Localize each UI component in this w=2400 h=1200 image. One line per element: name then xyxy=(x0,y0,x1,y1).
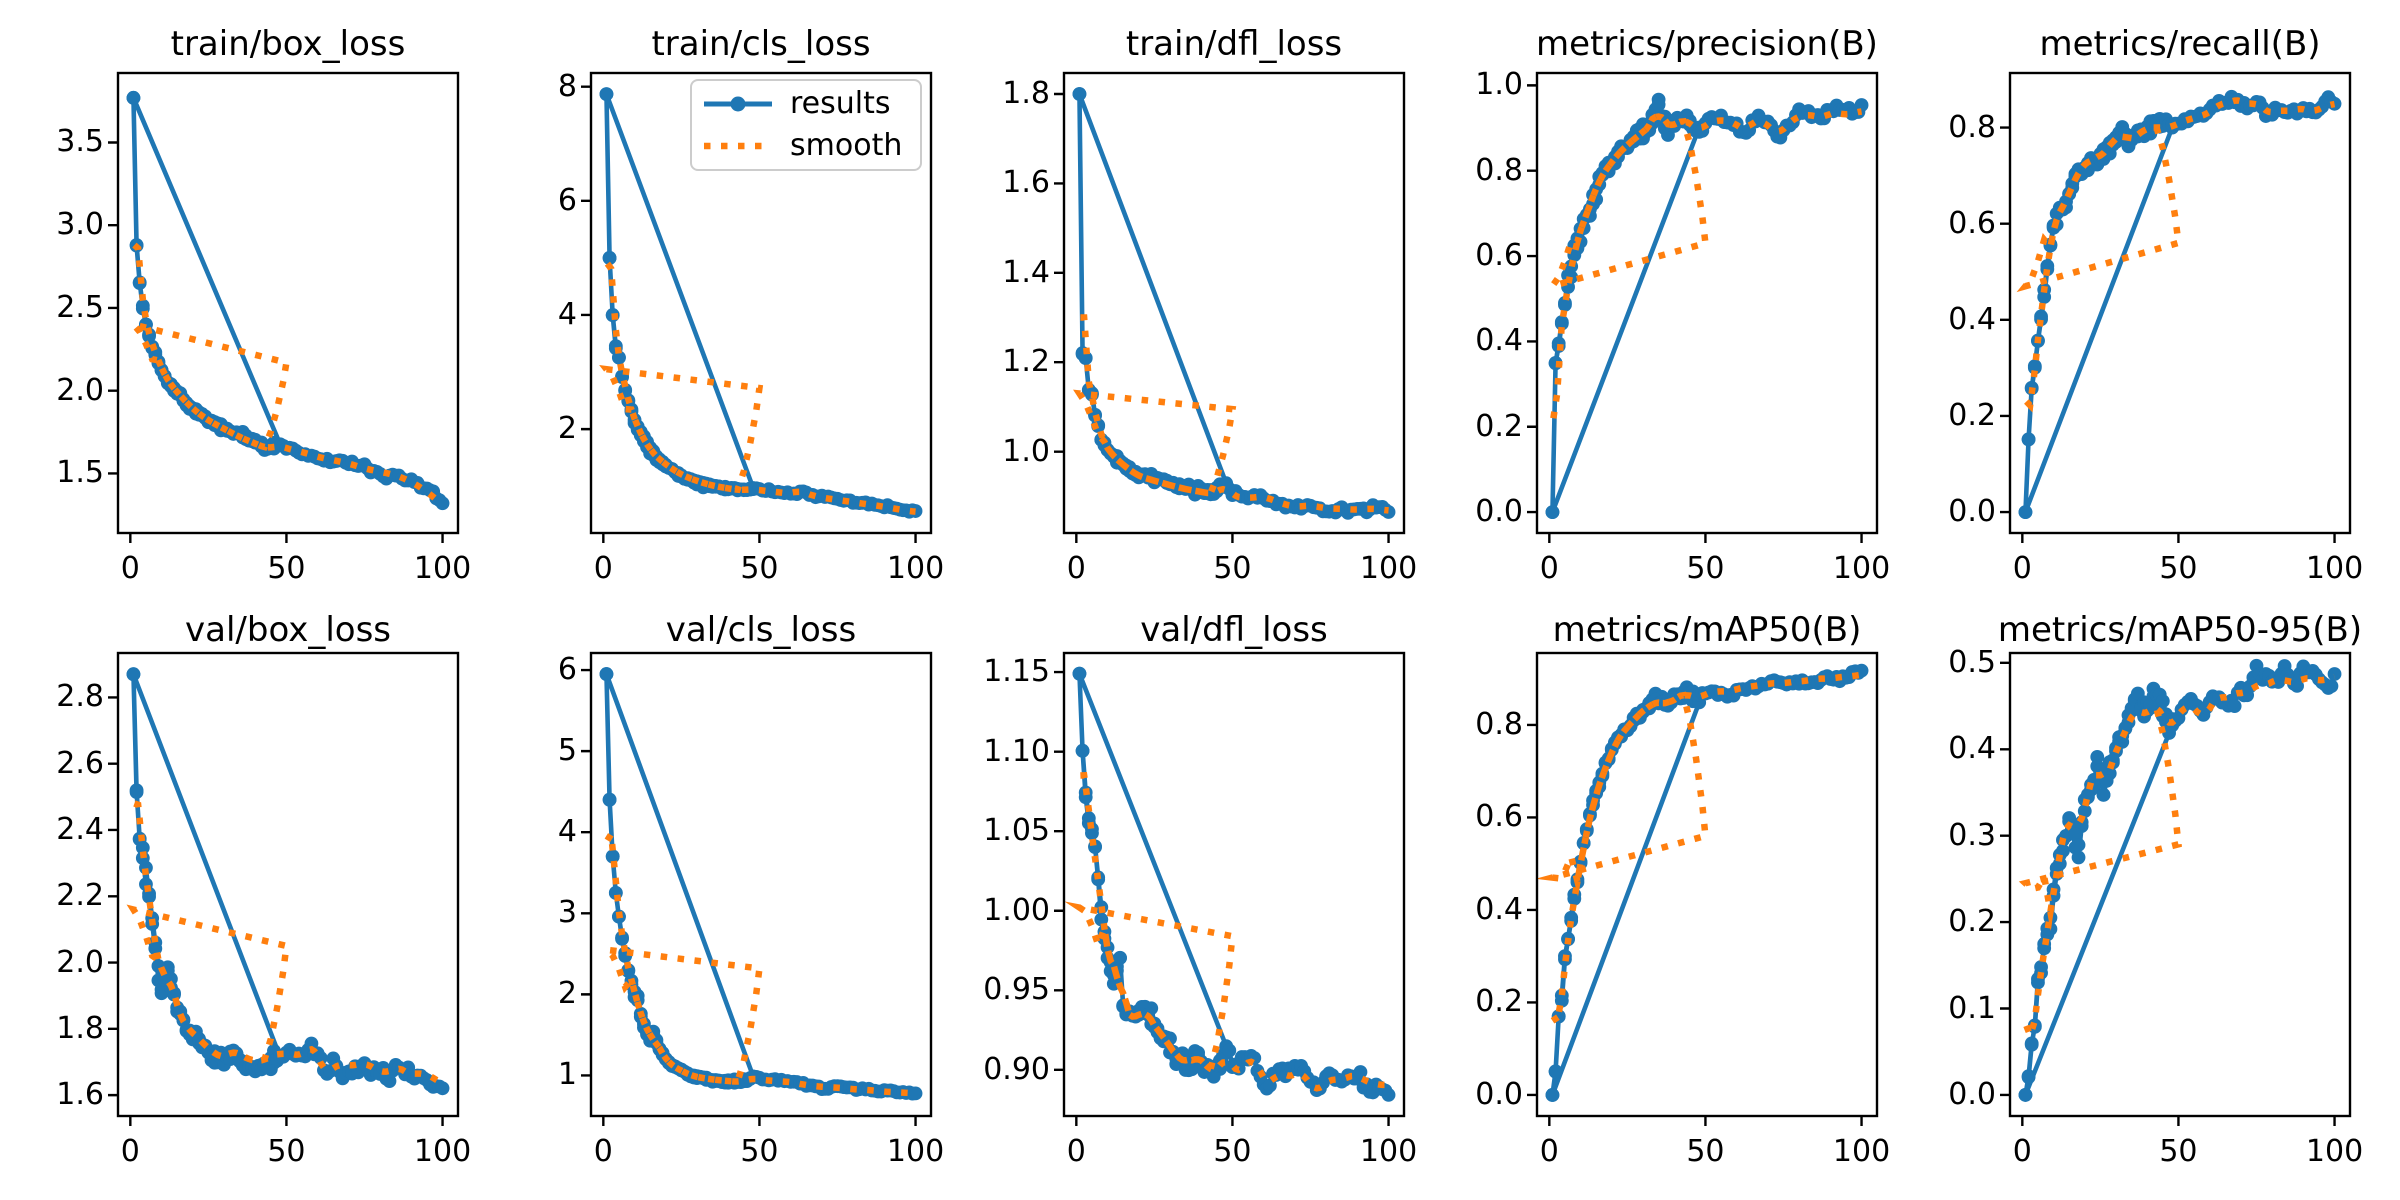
plot-title: train/dfl_loss xyxy=(1125,24,1343,64)
plot-title: metrics/mAP50(B) xyxy=(1552,610,1862,650)
plot-title: train/box_loss xyxy=(170,24,406,64)
subplot-metrics-recall: metrics/recall(B) 0.0 0.2 0.4 0.6 0.8 0 50 100 xyxy=(1892,0,2365,600)
subplot-val-cls-loss: val/cls_loss 1 2 3 4 5 6 0 50 100 xyxy=(473,600,946,1200)
subplot-train-cls-loss: train/cls_loss 2 4 6 8 0 50 100 results smooth xyxy=(473,0,946,600)
plot-canvas-metrics-map50-95 xyxy=(1892,600,2365,1200)
subplot-metrics-map50-95: metrics/mAP50-95(B) 0.0 0.1 0.2 0.3 0.4 0.5 0 5… xyxy=(1892,600,2365,1200)
subplot-train-dfl-loss: train/dfl_loss 1.0 1.2 1.4 1.6 1.8 0 50 100 xyxy=(946,0,1419,600)
subplot-val-box-loss: val/box_loss 1.6 1.8 2.0 2.2 2.4 2.6 2.8 0 50 100 xyxy=(0,600,473,1200)
plot-canvas-metrics-map50 xyxy=(1419,600,1892,1200)
plot-canvas-val-cls-loss xyxy=(473,600,946,1200)
legend-entry-results: results xyxy=(702,83,910,125)
plot-canvas-val-box-loss xyxy=(0,600,473,1200)
plot-title: metrics/mAP50-95(B) xyxy=(1997,610,2363,650)
plot-title: val/cls_loss xyxy=(665,610,857,650)
legend-label-smooth: smooth xyxy=(790,128,903,163)
legend: results smooth xyxy=(690,79,922,171)
subplot-metrics-precision: metrics/precision(B) 0.0 0.2 0.4 0.6 0.8 1.0 0… xyxy=(1419,0,1892,600)
plot-title: val/dfl_loss xyxy=(1140,610,1328,650)
plot-canvas-val-dfl-loss xyxy=(946,600,1419,1200)
results-line-sample-icon xyxy=(704,96,772,112)
plot-title: val/box_loss xyxy=(185,610,391,650)
legend-entry-smooth: smooth xyxy=(702,125,910,167)
plot-canvas-train-dfl-loss xyxy=(946,0,1419,600)
subplot-train-box-loss: train/box_loss 1.5 2.0 2.5 3.0 3.5 0 50 100 xyxy=(0,0,473,600)
plot-canvas-metrics-recall xyxy=(1892,0,2365,600)
plot-title: metrics/recall(B) xyxy=(2039,24,2321,64)
plot-canvas-metrics-precision xyxy=(1419,0,1892,600)
plot-title: metrics/precision(B) xyxy=(1536,24,1878,64)
plot-title: train/cls_loss xyxy=(651,24,871,64)
subplot-val-dfl-loss: val/dfl_loss 0.90 0.95 1.00 1.05 1.10 1.15 0 50… xyxy=(946,600,1419,1200)
subplot-metrics-map50: metrics/mAP50(B) 0.0 0.2 0.4 0.6 0.8 0 50 100 xyxy=(1419,600,1892,1200)
plot-canvas-train-box-loss xyxy=(0,0,473,600)
smooth-line-sample-icon xyxy=(704,142,772,150)
legend-label-results: results xyxy=(790,86,891,121)
